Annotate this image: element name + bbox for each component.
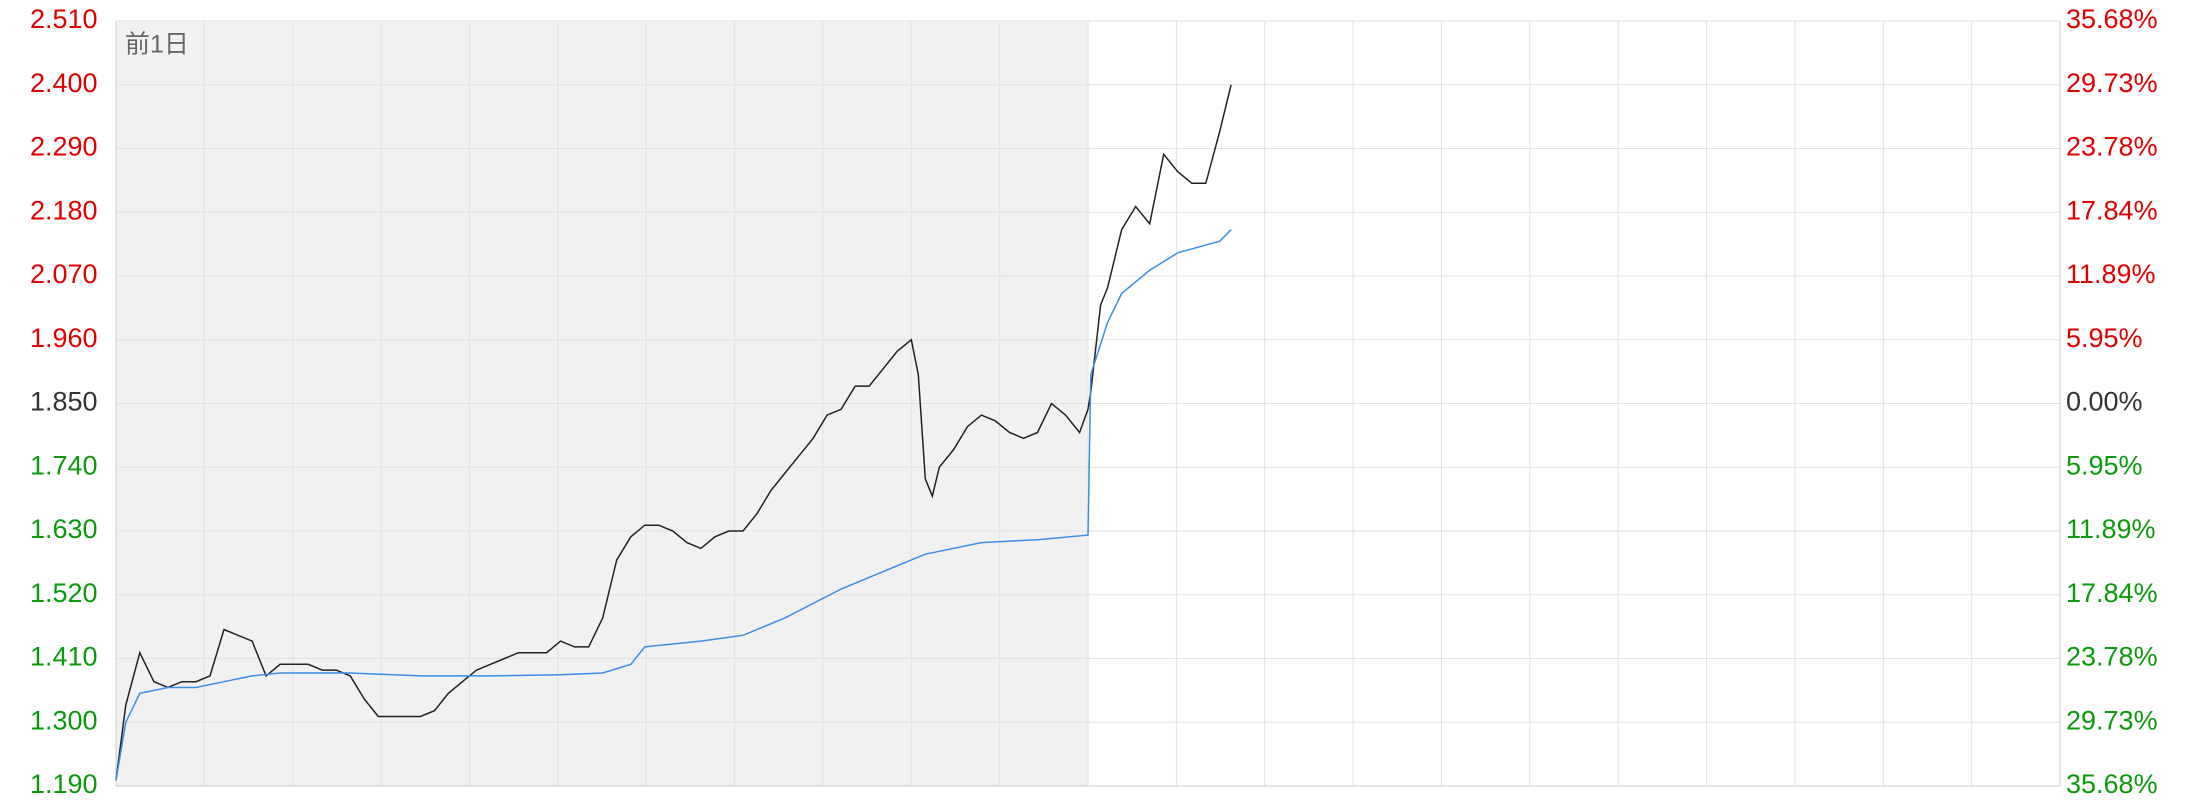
- y2-tick-label: 35.68%: [2066, 769, 2158, 799]
- y-tick-label: 1.410: [30, 642, 98, 672]
- y2-tick-label: 29.73%: [2066, 68, 2158, 98]
- y-tick-label: 1.630: [30, 514, 98, 544]
- y-tick-label: 1.300: [30, 705, 98, 735]
- price-line: [115, 84, 1232, 781]
- y2-tick-label: 11.89%: [2066, 514, 2156, 544]
- y-tick-label: 1.520: [30, 578, 98, 608]
- y2-tick-label: 5.95%: [2066, 323, 2143, 353]
- y2-tick-label: 17.84%: [2066, 578, 2158, 608]
- y2-tick-label: 5.95%: [2066, 450, 2143, 480]
- y-tick-label: 1.850: [30, 387, 98, 417]
- y-tick-label: 1.190: [30, 769, 98, 799]
- y2-tick-label: 23.78%: [2066, 132, 2158, 162]
- day-label: 前1日: [125, 31, 189, 59]
- y2-tick-label: 35.68%: [2066, 4, 2158, 34]
- y2-tick-label: 29.73%: [2066, 705, 2158, 735]
- y2-tick-label: 11.89%: [2066, 259, 2156, 289]
- y-tick-label: 2.290: [30, 132, 98, 162]
- y-tick-label: 2.400: [30, 68, 98, 98]
- y-tick-label: 2.070: [30, 259, 98, 289]
- y2-tick-label: 23.78%: [2066, 642, 2158, 672]
- price-line: [115, 229, 1232, 781]
- y2-tick-label: 0.00%: [2066, 387, 2143, 417]
- y-tick-label: 2.180: [30, 195, 98, 225]
- y-tick-label: 2.510: [30, 4, 98, 34]
- y-tick-label: 1.960: [30, 323, 98, 353]
- y2-tick-label: 17.84%: [2066, 195, 2158, 225]
- y-tick-label: 1.740: [30, 450, 98, 480]
